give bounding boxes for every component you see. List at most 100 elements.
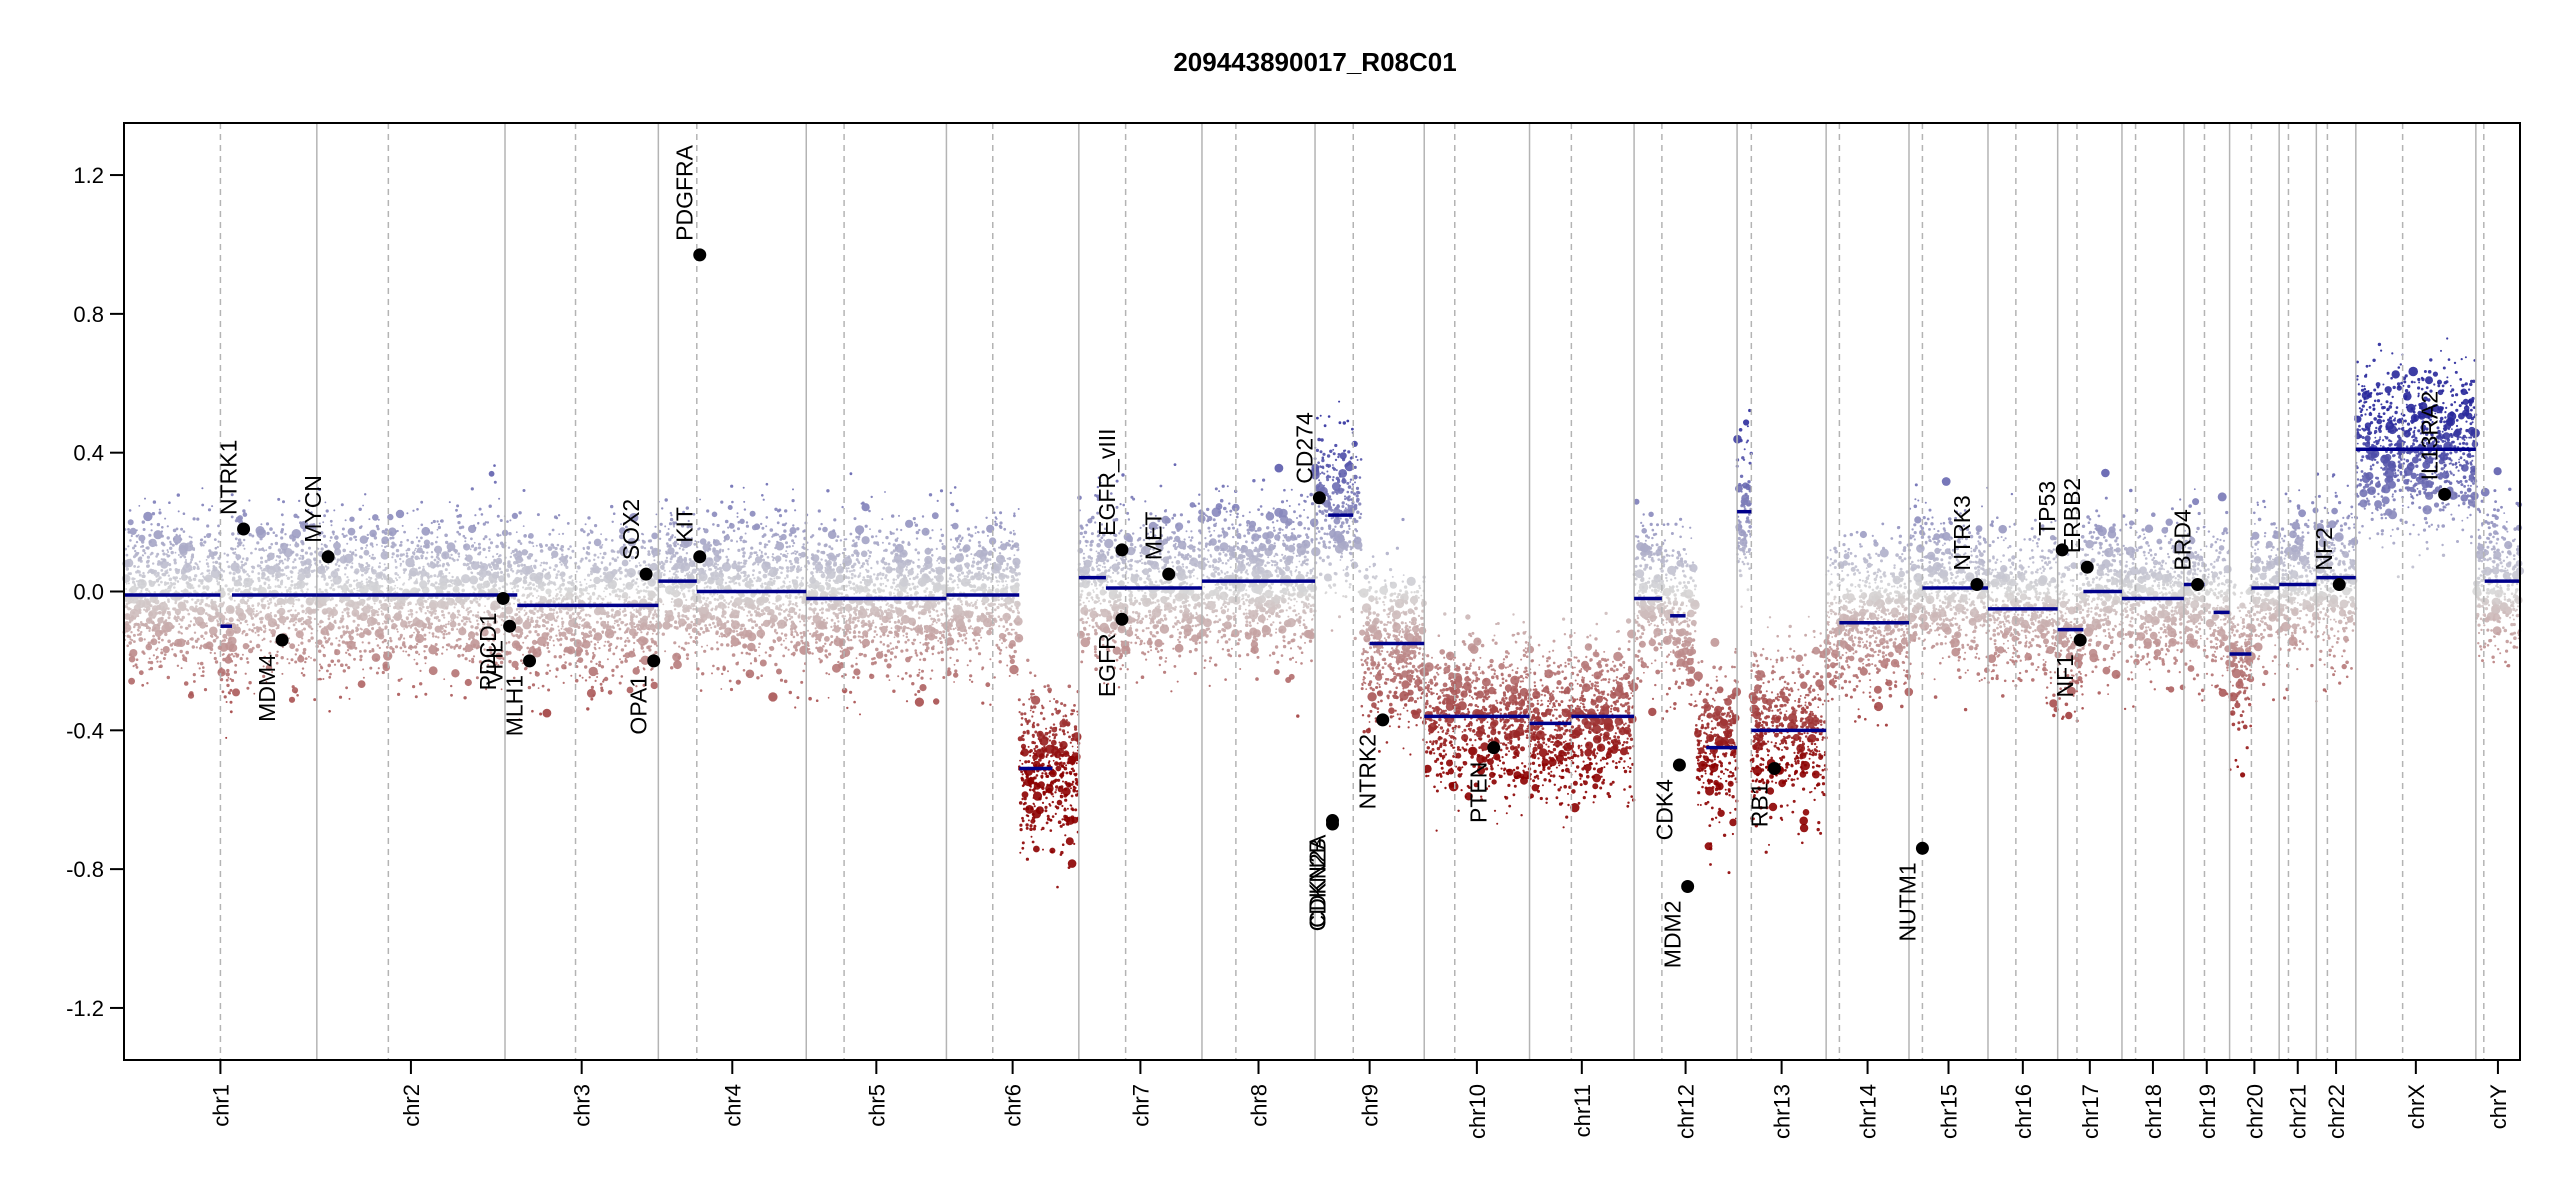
probe-point xyxy=(708,586,712,589)
probe-point xyxy=(444,568,448,572)
probe-point xyxy=(704,581,707,585)
probe-point xyxy=(395,613,399,617)
probe-point xyxy=(237,587,241,591)
probe-point xyxy=(436,536,439,539)
probe-point xyxy=(516,598,521,602)
probe-point xyxy=(603,644,606,647)
probe-point xyxy=(405,625,409,629)
probe-point xyxy=(539,564,542,567)
probe-point xyxy=(643,582,647,585)
probe-point xyxy=(613,589,618,593)
probe-point xyxy=(618,627,622,631)
probe-point xyxy=(588,541,592,545)
probe-point xyxy=(289,643,296,650)
probe-point xyxy=(217,540,220,543)
probe-point xyxy=(230,653,234,656)
probe-point xyxy=(618,613,621,616)
probe-point xyxy=(703,586,706,589)
probe-point xyxy=(763,582,767,585)
probe-point xyxy=(202,544,205,547)
probe-point xyxy=(160,541,165,545)
probe-point xyxy=(449,645,453,649)
probe-point xyxy=(409,609,414,613)
probe-point xyxy=(168,501,171,505)
probe-point xyxy=(129,527,137,536)
probe-point xyxy=(735,630,739,633)
probe-point xyxy=(706,563,709,566)
probe-point xyxy=(208,646,212,650)
probe-point xyxy=(585,583,588,585)
probe-point xyxy=(290,609,293,612)
probe-point xyxy=(233,583,237,587)
probe-point xyxy=(182,512,186,515)
probe-point xyxy=(584,556,588,560)
probe-point xyxy=(548,594,552,597)
probe-point xyxy=(488,538,491,541)
probe-point xyxy=(211,556,215,560)
probe-point xyxy=(768,692,778,702)
probe-point xyxy=(599,617,603,620)
probe-point xyxy=(713,538,715,541)
probe-point xyxy=(613,622,616,625)
probe-point xyxy=(515,608,519,611)
probe-point xyxy=(457,580,460,584)
probe-point xyxy=(232,587,235,590)
probe-point xyxy=(477,522,480,525)
probe-point xyxy=(293,583,297,587)
probe-point xyxy=(301,629,304,631)
probe-point xyxy=(445,597,449,601)
probe-point xyxy=(441,614,444,617)
probe-point xyxy=(784,577,787,580)
probe-point xyxy=(463,696,467,700)
probe-point xyxy=(355,579,359,582)
probe-point xyxy=(135,658,139,661)
probe-point xyxy=(188,576,192,580)
probe-point xyxy=(388,602,391,605)
probe-point xyxy=(176,613,179,616)
probe-point xyxy=(639,607,642,611)
probe-point xyxy=(272,531,276,534)
probe-point xyxy=(560,545,565,549)
probe-point xyxy=(125,582,128,585)
probe-point xyxy=(186,627,189,630)
probe-point xyxy=(420,500,424,504)
probe-point xyxy=(162,646,170,654)
probe-point xyxy=(638,564,641,567)
probe-point xyxy=(620,660,624,664)
probe-point xyxy=(578,674,582,677)
probe-point xyxy=(414,547,417,550)
probe-point xyxy=(523,600,527,604)
probe-point xyxy=(508,615,511,618)
probe-point xyxy=(125,553,129,557)
probe-point xyxy=(633,609,635,611)
probe-point xyxy=(178,568,181,572)
probe-point xyxy=(456,504,460,508)
probe-point xyxy=(212,566,218,572)
probe-point xyxy=(130,534,133,538)
probe-point xyxy=(413,631,415,634)
probe-point xyxy=(593,576,601,585)
probe-point xyxy=(641,639,644,643)
probe-point xyxy=(421,550,425,554)
probe-point xyxy=(464,540,467,543)
probe-point xyxy=(372,514,379,521)
probe-point xyxy=(632,648,635,651)
probe-point xyxy=(177,554,180,556)
probe-point xyxy=(580,557,584,561)
probe-point xyxy=(191,598,194,601)
probe-point xyxy=(558,590,562,594)
probe-point xyxy=(547,650,551,653)
probe-point xyxy=(606,623,610,627)
probe-point xyxy=(515,613,519,616)
probe-point xyxy=(577,657,584,663)
probe-point xyxy=(546,612,555,621)
probe-point xyxy=(665,542,669,545)
probe-point xyxy=(712,617,715,620)
probe-point xyxy=(363,568,367,572)
probe-point xyxy=(565,611,570,615)
probe-point xyxy=(558,533,561,535)
probe-point xyxy=(369,529,377,538)
probe-point xyxy=(555,634,558,637)
probe-point xyxy=(399,562,403,566)
probe-point xyxy=(184,561,188,564)
